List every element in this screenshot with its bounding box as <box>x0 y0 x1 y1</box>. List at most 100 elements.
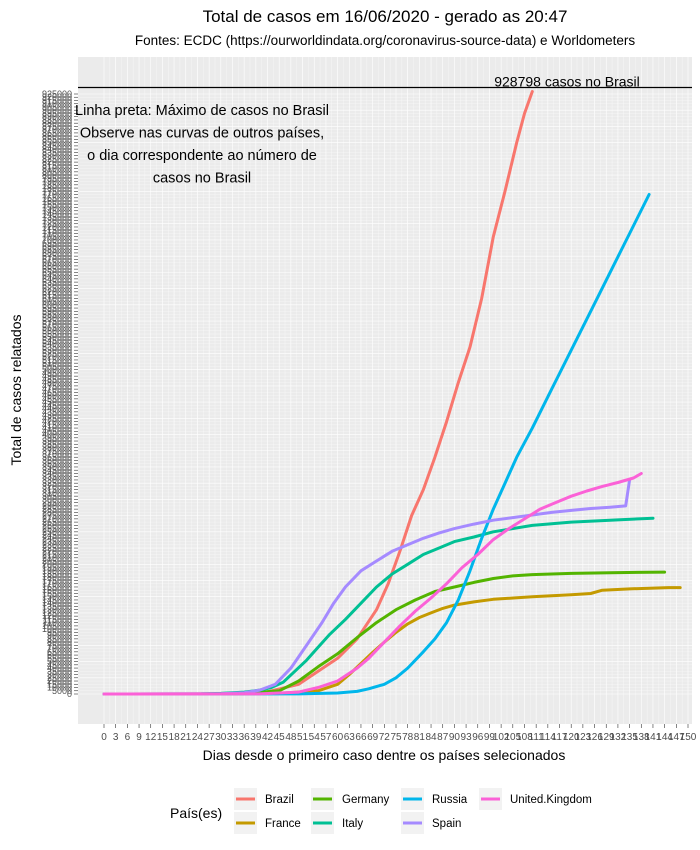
x-tick-label: 126 <box>586 732 603 743</box>
y-tick-label: 825000 <box>42 154 72 164</box>
legend-item-italy: Italy <box>311 812 363 834</box>
y-tick-label: 465000 <box>42 387 72 397</box>
y-tick-label: 515000 <box>42 355 72 365</box>
annotation-line: Observe nas curvas de outros países, <box>80 126 324 142</box>
y-tick-label: 520000 <box>42 352 72 362</box>
y-tick-label: 410000 <box>42 423 72 433</box>
y-tick-label: 795000 <box>42 173 72 183</box>
x-tick-label: 6 <box>125 732 131 743</box>
x-tick-label: 132 <box>610 732 627 743</box>
x-tick-label: 60 <box>332 732 344 743</box>
y-tick-label: 860000 <box>42 131 72 141</box>
y-tick-label: 355000 <box>42 459 72 469</box>
y-tick-label: 360000 <box>42 455 72 465</box>
y-tick-label: 305000 <box>42 491 72 501</box>
y-tick-label: 380000 <box>42 443 72 453</box>
y-tick-label: 125000 <box>42 608 72 618</box>
y-tick-label: 210000 <box>42 553 72 563</box>
y-tick-label: 765000 <box>42 193 72 203</box>
x-tick-label: 99 <box>484 732 496 743</box>
y-tick-label: 620000 <box>42 287 72 297</box>
x-tick-label: 87 <box>437 732 449 743</box>
x-tick-label: 141 <box>645 732 662 743</box>
x-tick-label: 51 <box>297 732 309 743</box>
y-tick-label: 135000 <box>42 601 72 611</box>
legend-title: País(es) <box>170 805 222 821</box>
y-tick-label: 855000 <box>42 134 72 144</box>
y-tick-label: 230000 <box>42 540 72 550</box>
annotation-line: Linha preta: Máximo de casos no Brasil <box>75 103 329 119</box>
y-tick-label: 690000 <box>42 241 72 251</box>
brazil-max-label: 928798 casos no Brasil <box>494 74 640 90</box>
y-tick-label: 200000 <box>42 559 72 569</box>
y-tick-label: 800000 <box>42 170 72 180</box>
y-tick-label: 480000 <box>42 378 72 388</box>
y-tick-label: 270000 <box>42 514 72 524</box>
y-tick-label: 815000 <box>42 160 72 170</box>
y-tick-label: 725000 <box>42 219 72 229</box>
y-tick-label: 670000 <box>42 254 72 264</box>
series-line-brazil <box>102 90 534 696</box>
y-tick-label: 645000 <box>42 271 72 281</box>
y-tick-label: 770000 <box>42 190 72 200</box>
y-tick-label: 625000 <box>42 284 72 294</box>
y-tick-label: 80000 <box>47 637 72 647</box>
y-tick-label: 245000 <box>42 530 72 540</box>
x-tick-label: 42 <box>262 732 274 743</box>
y-tick-label: 885000 <box>42 115 72 125</box>
y-tick-label: 780000 <box>42 183 72 193</box>
y-tick-label: 610000 <box>42 293 72 303</box>
y-tick-label: 345000 <box>42 465 72 475</box>
y-tick-label: 720000 <box>42 222 72 232</box>
x-tick-label: 72 <box>379 732 391 743</box>
y-tick-label: 495000 <box>42 368 72 378</box>
y-tick-label: 315000 <box>42 485 72 495</box>
y-tick-label: 540000 <box>42 339 72 349</box>
y-tick-label: 590000 <box>42 306 72 316</box>
y-tick-label: 485000 <box>42 374 72 384</box>
y-tick-label: 155000 <box>42 588 72 598</box>
y-tick-label: 0 <box>67 689 72 699</box>
y-tick-label: 550000 <box>42 332 72 342</box>
y-tick-label: 635000 <box>42 277 72 287</box>
y-tick-label: 390000 <box>42 436 72 446</box>
x-tick-label: 63 <box>344 732 356 743</box>
legend-label: Germany <box>342 794 390 806</box>
annotation: Linha preta: Máximo de casos no Brasil Ob… <box>75 103 329 187</box>
x-tick-label: 108 <box>516 732 533 743</box>
y-tick-label: 90000 <box>47 631 72 641</box>
y-tick-label: 820000 <box>42 157 72 167</box>
y-tick-label: 700000 <box>42 235 72 245</box>
y-tick-label: 595000 <box>42 303 72 313</box>
y-tick-label: 650000 <box>42 267 72 277</box>
y-tick-label: 730000 <box>42 215 72 225</box>
x-tick-label: 15 <box>157 732 169 743</box>
y-tick-label: 870000 <box>42 125 72 135</box>
y-tick-label: 140000 <box>42 598 72 608</box>
y-tick-label: 255000 <box>42 524 72 534</box>
annotation-line: casos no Brasil <box>153 171 251 187</box>
x-tick-label: 81 <box>414 732 426 743</box>
x-tick-label: 57 <box>320 732 332 743</box>
legend-label: Spain <box>432 818 461 830</box>
y-tick-label: 775000 <box>42 186 72 196</box>
x-tick-label: 111 <box>529 732 545 743</box>
y-tick-label: 235000 <box>42 537 72 547</box>
x-tick-label: 39 <box>250 732 262 743</box>
y-tick-label: 120000 <box>42 611 72 621</box>
legend-label: Russia <box>432 794 468 806</box>
y-tick-label: 385000 <box>42 439 72 449</box>
y-tick-label: 760000 <box>42 196 72 206</box>
y-tick-label: 55000 <box>47 653 72 663</box>
y-tick-label: 525000 <box>42 348 72 358</box>
y-tick-label: 285000 <box>42 504 72 514</box>
y-tick-label: 30000 <box>47 670 72 680</box>
x-tick-label: 33 <box>227 732 239 743</box>
y-axis-ticks: 0500010000150002000025000300003500040000… <box>42 89 78 699</box>
x-tick-label: 36 <box>239 732 251 743</box>
y-tick-label: 605000 <box>42 297 72 307</box>
y-tick-label: 750000 <box>42 203 72 213</box>
y-tick-label: 20000 <box>47 676 72 686</box>
legend-label: United.Kingdom <box>510 794 592 806</box>
